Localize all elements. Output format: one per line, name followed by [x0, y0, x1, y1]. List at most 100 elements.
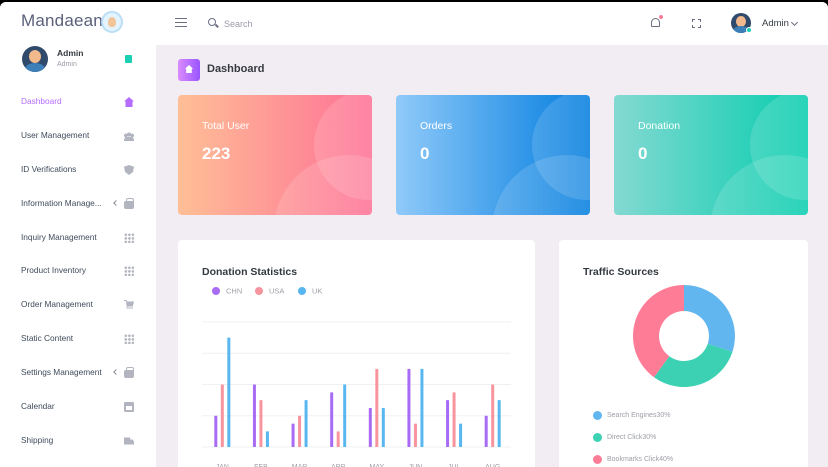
bar-usa-jan [220, 384, 224, 447]
x-tick-label: AUG [485, 464, 500, 467]
sidebar-item-calendar[interactable]: Calendar [0, 392, 156, 422]
legend-dot [593, 433, 602, 442]
profile-avatar[interactable] [22, 46, 48, 72]
x-tick-label: JUN [409, 464, 423, 467]
legend-item-uk[interactable]: UK [298, 286, 322, 298]
legend-dot [298, 287, 306, 296]
stat-value: 223 [202, 144, 231, 163]
cart-icon [124, 300, 134, 309]
bar-usa-feb [259, 400, 263, 447]
sidebar-item-label: User Management [21, 130, 90, 140]
bar-uk-mar [304, 400, 308, 447]
profile-name: Admin [57, 48, 84, 58]
stat-value: 0 [638, 144, 648, 163]
bar-usa-mar [298, 415, 302, 447]
legend-label: CHN [226, 286, 243, 296]
sidebar-item-label: Information Manage... [21, 198, 102, 208]
bar-chn-apr [330, 392, 334, 447]
calendar-icon [124, 402, 134, 412]
fullscreen-icon[interactable] [692, 19, 701, 28]
x-tick-label: APR [331, 464, 345, 467]
bar-chn-jul [446, 400, 450, 447]
profile-role: Admin [57, 61, 77, 68]
stat-card-donation[interactable]: Donation 0 [614, 95, 808, 215]
bar-uk-may [381, 407, 385, 447]
chevron-left-icon [113, 200, 119, 206]
slice-search-engines [684, 285, 735, 352]
bar-uk-aug [497, 400, 501, 447]
legend-item-search-engines[interactable]: Search Engines30% [593, 411, 670, 420]
bar-chn-may [368, 407, 372, 447]
home-icon [178, 59, 200, 81]
stat-label: Orders [420, 120, 453, 132]
sidebar-item-label: ID Verifications [21, 164, 77, 174]
bar-uk-jul [459, 423, 463, 447]
legend-label: Search Engines30% [607, 412, 671, 419]
sidebar-item-label: Shipping [21, 435, 54, 445]
sidebar: Admin Admin Dashboard User Management ID… [0, 45, 156, 467]
brand-logo-icon[interactable] [101, 11, 123, 33]
x-tick-label: MAY [369, 464, 384, 467]
panel-title: Donation Statistics [202, 266, 298, 278]
traffic-donut-chart [633, 285, 735, 387]
sidebar-item-settings-management[interactable]: Settings Management [0, 358, 156, 388]
sidebar-item-information-management[interactable]: Information Manage... [0, 189, 156, 219]
chevron-down-icon[interactable] [790, 18, 799, 27]
legend-dot [255, 287, 263, 296]
legend-dot [593, 411, 602, 420]
grid-icon [124, 266, 134, 276]
user-menu-name[interactable]: Admin [762, 18, 789, 29]
legend-item-bookmarks-click[interactable]: Bookmarks Click40% [593, 455, 673, 464]
search-input[interactable] [224, 15, 384, 33]
sidebar-item-inquiry-management[interactable]: Inquiry Management [0, 223, 156, 253]
traffic-sources-panel: Traffic Sources Search Engines30% Direct… [559, 240, 808, 467]
legend-item-direct-click[interactable]: Direct Click30% [593, 433, 656, 442]
sidebar-item-dashboard[interactable]: Dashboard [0, 87, 156, 117]
card-decoration [274, 155, 372, 215]
brand-name[interactable]: Mandaean [21, 11, 103, 30]
legend-item-chn[interactable]: CHN [212, 286, 242, 298]
slice-bookmarks-click [633, 285, 684, 378]
notification-dot [659, 15, 663, 19]
legend-dot [212, 287, 220, 296]
donation-bar-chart: JAN FEB MAR APR MAY JUN JUL AUG [202, 321, 511, 467]
card-decoration [492, 155, 590, 215]
chevron-left-icon [113, 369, 119, 375]
bar-chn-jun [407, 368, 411, 447]
home-icon [124, 97, 134, 107]
stat-label: Total User [202, 120, 250, 132]
bar-usa-jul [452, 392, 456, 447]
stat-card-total-user[interactable]: Total User 223 [178, 95, 372, 215]
bar-uk-feb [265, 431, 269, 447]
briefcase-icon [124, 198, 134, 209]
sidebar-item-user-management[interactable]: User Management [0, 121, 156, 151]
sidebar-item-label: Settings Management [21, 367, 102, 377]
grid-icon [124, 233, 134, 243]
menu-toggle-icon[interactable] [175, 18, 187, 27]
legend-item-usa[interactable]: USA [255, 286, 284, 298]
page-title: Dashboard [207, 63, 265, 75]
online-status-dot [746, 27, 752, 33]
slice-direct-click [654, 343, 733, 387]
sidebar-item-product-inventory[interactable]: Product Inventory [0, 256, 156, 286]
sidebar-item-order-management[interactable]: Order Management [0, 290, 156, 320]
sidebar-item-shipping[interactable]: Shipping [0, 426, 156, 456]
bar-usa-may [375, 368, 379, 447]
grid-icon [124, 334, 134, 344]
bar-uk-jan [227, 337, 231, 447]
bar-usa-aug [491, 384, 495, 447]
legend-label: Direct Click30% [607, 434, 657, 441]
stat-label: Donation [638, 120, 681, 132]
sidebar-item-label: Product Inventory [21, 265, 87, 275]
sidebar-item-label: Inquiry Management [21, 232, 97, 242]
briefcase-icon [124, 367, 134, 378]
bell-icon[interactable] [651, 18, 660, 27]
panel-title: Traffic Sources [583, 266, 659, 278]
sidebar-item-label: Static Content [21, 333, 74, 343]
top-navbar: Mandaean Admin [0, 2, 828, 45]
sidebar-item-id-verifications[interactable]: ID Verifications [0, 155, 156, 185]
bar-uk-apr [343, 384, 347, 447]
sidebar-item-static-content[interactable]: Static Content [0, 324, 156, 354]
stat-card-orders[interactable]: Orders 0 [396, 95, 590, 215]
